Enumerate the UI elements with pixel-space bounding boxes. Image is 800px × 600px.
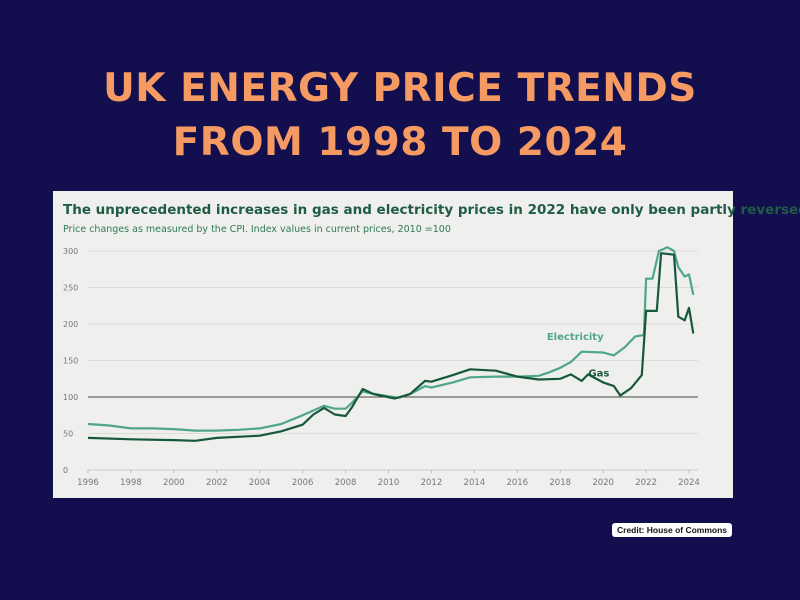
chart-title: The unprecedented increases in gas and e…	[63, 202, 800, 218]
x-tick-label: 2008	[335, 478, 357, 488]
x-tick-label: 2002	[206, 478, 228, 488]
x-tick-label: 2024	[678, 478, 700, 488]
x-tick-label: 2014	[464, 478, 486, 488]
y-tick-label: 0	[63, 466, 68, 475]
x-tick-label: 2020	[592, 478, 614, 488]
x-tick-label: 1996	[77, 478, 99, 488]
series-label-gas: Gas	[588, 369, 609, 380]
x-tick-label: 2004	[249, 478, 271, 488]
credit-badge: Credit: House of Commons	[612, 523, 733, 537]
x-tick-label: 2000	[163, 478, 185, 488]
y-tick-label: 100	[63, 393, 78, 402]
chart-card: The unprecedented increases in gas and e…	[53, 191, 800, 498]
y-tick-label: 250	[63, 284, 78, 293]
x-tick-label: 2006	[292, 478, 314, 488]
y-tick-label: 50	[63, 430, 73, 439]
y-tick-label: 200	[63, 320, 78, 329]
series-label-electricity: Electricity	[547, 332, 604, 343]
series-line-gas	[87, 252, 695, 442]
y-tick-label: 150	[63, 357, 78, 366]
series-line-electricity	[87, 246, 695, 432]
y-tick-label: 300	[63, 247, 78, 256]
x-tick-label: 1998	[120, 478, 142, 488]
chart-subtitle: Price changes as measured by the CPI. In…	[63, 224, 451, 235]
x-tick-label: 2018	[549, 478, 571, 488]
line-chart: 0 50 100 150 200 250 300 1996 1998 2000 2002 2004 20…	[63, 246, 700, 488]
x-tick-label: 2012	[421, 478, 443, 488]
page-title: UK ENERGY PRICE TRENDS FROM 1998 TO 2024	[0, 62, 800, 170]
title-line-2: FROM 1998 TO 2024	[172, 120, 628, 165]
x-tick-label: 2016	[506, 478, 528, 488]
title-line-1: UK ENERGY PRICE TRENDS	[103, 66, 697, 111]
x-tick-label: 2010	[378, 478, 400, 488]
x-tick-label: 2022	[635, 478, 657, 488]
